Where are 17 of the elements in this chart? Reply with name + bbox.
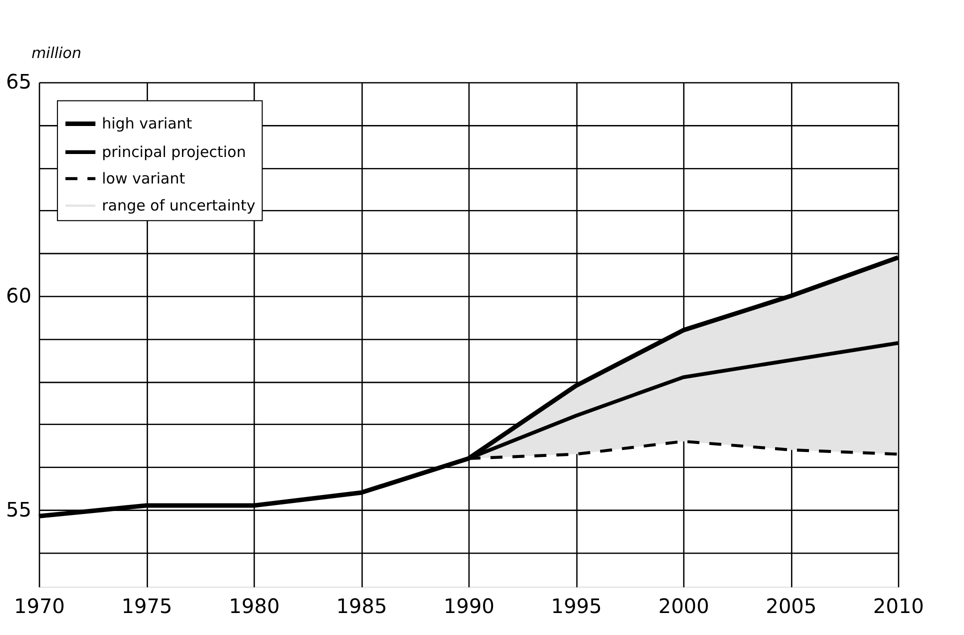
annotation: range of uncertainty	[102, 196, 256, 215]
y-axis-title: million	[31, 44, 82, 62]
x-tick-label: 1985	[336, 594, 388, 618]
legend-label: principal projection	[102, 143, 246, 162]
y-tick-label: 60	[6, 283, 32, 308]
x-tick-label: 1995	[550, 594, 602, 618]
legend-label: high variant	[102, 114, 192, 133]
x-tick-label: 1975	[121, 594, 172, 618]
x-tick-label: 2010	[873, 594, 924, 618]
y-tick-label: 55	[6, 497, 32, 522]
legend-label: low variant	[102, 170, 186, 188]
x-tick-label: 1990	[444, 594, 494, 618]
x-tick-label: 1970	[14, 594, 65, 618]
x-tick-label: 1980	[228, 594, 280, 618]
x-tick-label: 2000	[658, 594, 710, 618]
y-tick-label: 65	[6, 70, 32, 94]
x-tick-label: 2005	[766, 594, 817, 618]
